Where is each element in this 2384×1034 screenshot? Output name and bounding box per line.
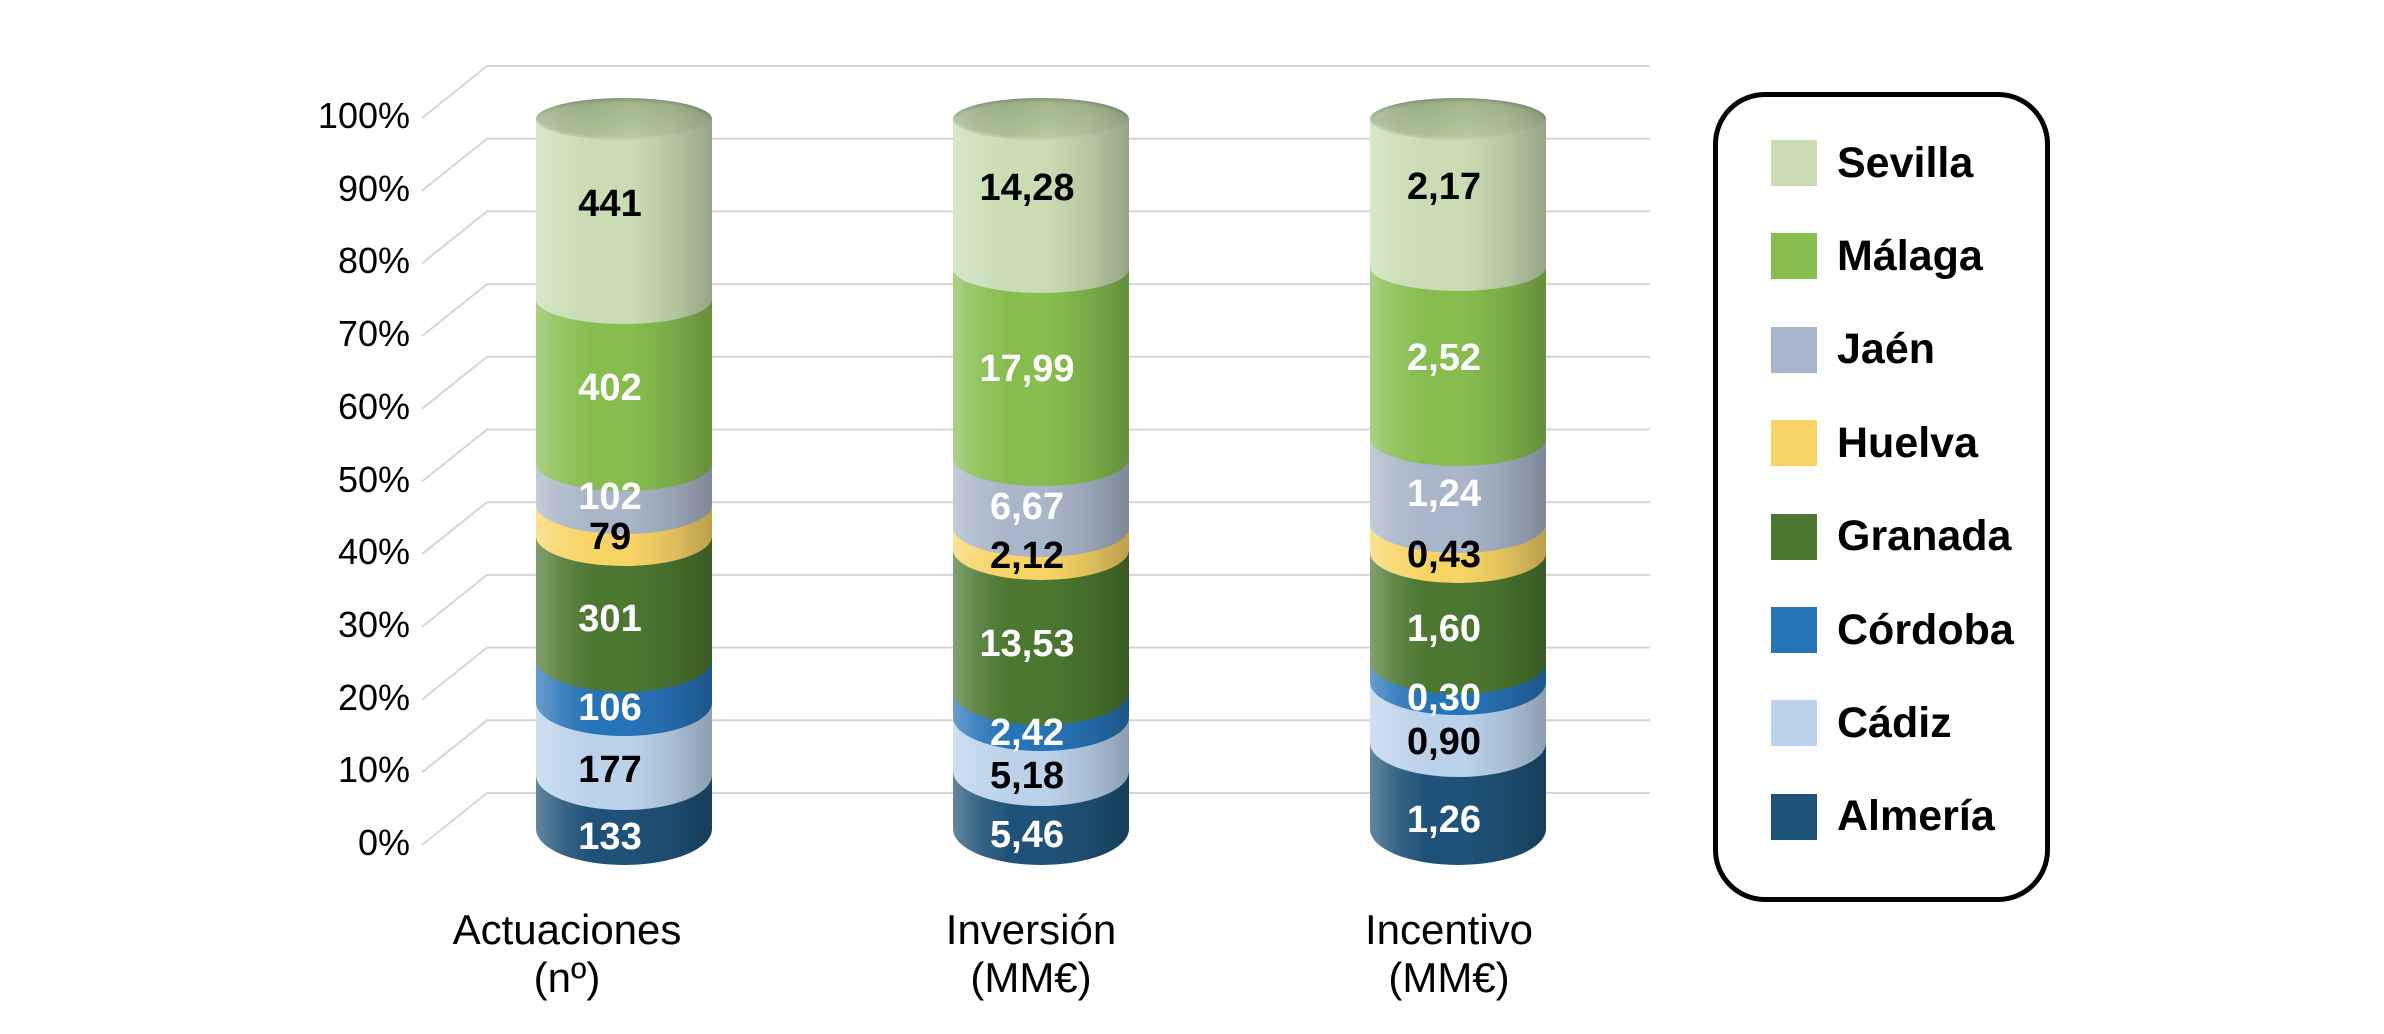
legend-item: Málaga — [1771, 228, 1983, 284]
segment-value-label: 441 — [578, 183, 642, 225]
legend-swatch-malaga — [1771, 233, 1817, 280]
gridline — [421, 65, 1650, 119]
segment-value-label: 177 — [578, 748, 642, 791]
gridline — [421, 792, 1650, 846]
segment-value-label: 301 — [578, 598, 642, 641]
gridline — [421, 646, 1650, 701]
legend-item-label: Sevilla — [1837, 138, 1974, 187]
segment-value-label: 0,90 — [1407, 720, 1481, 763]
segment-value-label: 1,24 — [1407, 473, 1481, 516]
legend: Sevilla Málaga Jaén Huelva Granada Córdoba Cád… — [1713, 92, 2050, 902]
legend-item: Almería — [1771, 789, 1995, 845]
category-label-inversion: Inversión (MM€) — [821, 906, 1241, 1002]
y-axis-tick-label: 80% — [337, 240, 410, 282]
y-axis-tick-label: 20% — [337, 676, 410, 718]
category-label-line2: (MM€) — [970, 954, 1092, 1001]
cylinder-top-cap — [536, 98, 712, 140]
cylinder-column-incentivo: 2,17 2,52 1,24 0,43 1,60 0,30 0,90 1,26 — [1370, 98, 1546, 865]
legend-swatch-sevilla — [1771, 140, 1817, 186]
category-label-line1: Actuaciones — [452, 906, 682, 953]
gridline — [421, 719, 1650, 774]
legend-item-label: Málaga — [1837, 231, 1983, 280]
legend-item-label: Jaén — [1837, 325, 1936, 374]
gridline — [421, 428, 1650, 483]
segment-value-label: 17,99 — [979, 347, 1075, 390]
legend-item-label: Córdoba — [1837, 605, 2014, 654]
legend-item: Jaén — [1771, 322, 1935, 378]
segment-value-label: 106 — [578, 686, 642, 729]
segment-value-label: 6,67 — [990, 485, 1064, 528]
category-label-line1: Inversión — [945, 906, 1117, 953]
segment-value-label: 2,12 — [990, 535, 1064, 578]
segment-value-label: 13,53 — [979, 622, 1075, 665]
y-axis-tick-label: 30% — [337, 603, 410, 645]
y-axis-tick-label: 50% — [337, 458, 410, 500]
legend-item-label: Granada — [1837, 512, 2012, 561]
category-label-incentivo: Incentivo (MM€) — [1239, 906, 1659, 1002]
segment-value-label: 2,17 — [1407, 165, 1481, 208]
segment-sevilla — [953, 119, 1129, 294]
segment-value-label: 0,43 — [1407, 534, 1481, 577]
y-axis-tick-label: 40% — [337, 531, 410, 573]
segment-malaga — [953, 268, 1129, 486]
gridline — [421, 573, 1650, 628]
segment-value-label: 79 — [588, 515, 632, 558]
segment-value-label: 1,60 — [1407, 607, 1481, 650]
segment-value-label: 402 — [578, 366, 642, 409]
cylinder-column-actuaciones: 441 402 102 79 301 106 177 133 — [536, 98, 712, 865]
y-axis-tick-label: 0% — [357, 822, 410, 863]
segment-value-label: 2,52 — [1407, 336, 1481, 379]
cylinder-column-inversion: 14,28 17,99 6,67 2,12 13,53 2,42 5,18 5,46 — [953, 98, 1129, 865]
y-axis-tick-label: 90% — [337, 167, 410, 209]
segment-value-label: 5,18 — [990, 754, 1064, 797]
legend-swatch-jaen — [1771, 326, 1817, 373]
legend-item: Cádiz — [1771, 695, 1952, 751]
legend-item: Granada — [1771, 509, 2011, 565]
legend-item-label: Almería — [1837, 792, 1995, 841]
gridline — [421, 283, 1650, 337]
legend-swatch-cordoba — [1771, 607, 1817, 653]
segment-malaga — [536, 298, 712, 492]
y-axis-tick-label: 60% — [337, 385, 410, 427]
segment-value-label: 1,26 — [1407, 799, 1481, 842]
legend-swatch-almeria — [1771, 793, 1817, 840]
segment-sevilla — [1370, 119, 1546, 291]
segment-value-label: 0,30 — [1407, 676, 1481, 719]
segment-value-label: 133 — [578, 816, 642, 859]
legend-item: Córdoba — [1771, 602, 2014, 658]
segment-value-label: 102 — [578, 476, 642, 519]
legend-item-label: Huelva — [1837, 418, 1979, 467]
y-axis-tick-label: 10% — [337, 749, 410, 791]
segment-sevilla — [536, 119, 712, 324]
legend-swatch-cadiz — [1771, 700, 1817, 747]
y-axis-tick-label: 70% — [337, 313, 410, 355]
gridline — [421, 137, 1650, 192]
category-label-actuaciones: Actuaciones (nº) — [357, 906, 777, 1002]
legend-item-label: Cádiz — [1837, 698, 1952, 747]
segment-malaga — [1370, 266, 1546, 467]
cylinder-top-cap — [953, 98, 1129, 140]
category-label-line1: Incentivo — [1364, 906, 1534, 953]
gridline — [421, 210, 1650, 265]
legend-swatch-granada — [1771, 513, 1817, 560]
legend-item: Sevilla — [1771, 135, 1973, 191]
legend-item: Huelva — [1771, 415, 1978, 471]
legend-swatch-huelva — [1771, 420, 1817, 467]
gridline — [421, 355, 1650, 410]
category-label-line2: (MM€) — [1388, 954, 1510, 1001]
segment-value-label: 2,42 — [990, 712, 1064, 755]
y-axis-tick-label: 100% — [317, 95, 410, 136]
segment-value-label: 14,28 — [979, 167, 1075, 209]
gridline — [421, 501, 1650, 555]
cylinder-top-cap — [1370, 98, 1546, 140]
segment-value-label: 5,46 — [990, 814, 1064, 857]
category-label-line2: (nº) — [533, 954, 601, 1001]
